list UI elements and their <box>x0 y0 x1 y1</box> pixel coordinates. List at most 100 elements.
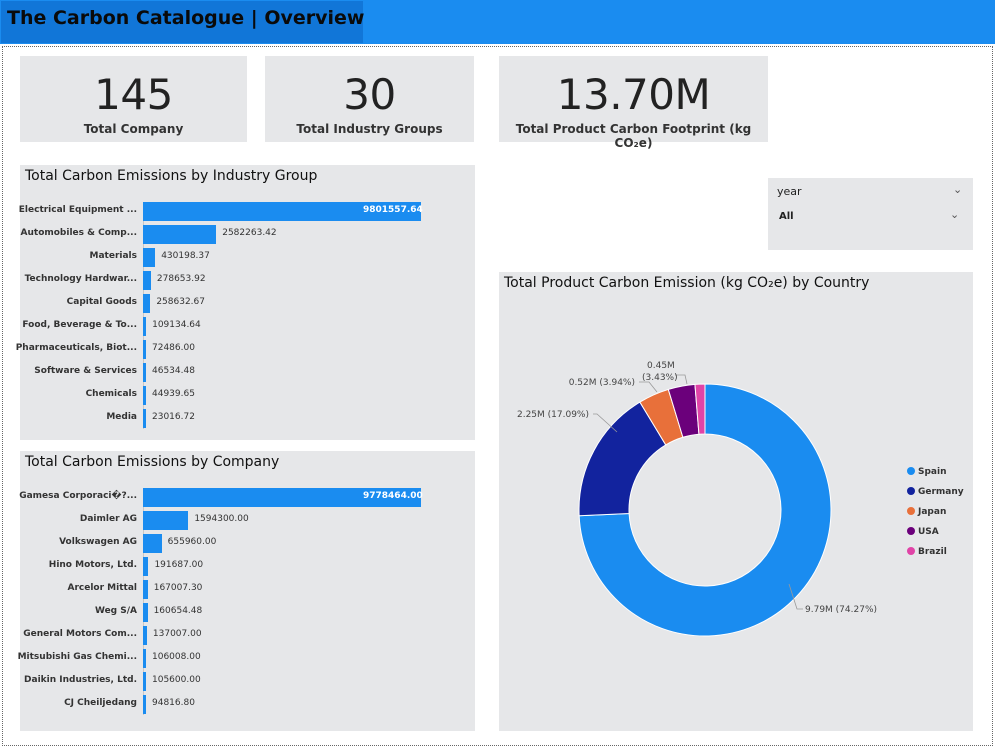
bar-row[interactable]: CJ Cheiljedang 94816.80 <box>20 695 475 715</box>
bar[interactable] <box>143 649 146 668</box>
bar-row[interactable]: Software & Services 46534.48 <box>20 363 475 383</box>
bar-row[interactable]: Automobiles & Comp... 2582263.42 <box>20 225 475 245</box>
bar-category-label: Daimler AG <box>79 514 137 524</box>
category-axis-line <box>143 202 144 429</box>
bar-row[interactable]: Capital Goods 258632.67 <box>20 294 475 314</box>
slice-data-label: 0.45M <box>647 361 675 371</box>
bar-category-label: Mitsubishi Gas Chemi... <box>17 652 137 662</box>
slice-data-label: (3.43%) <box>642 373 678 383</box>
report-canvas <box>2 46 993 746</box>
bar-row[interactable]: Daimler AG 1594300.00 <box>20 511 475 531</box>
slice-data-label: 2.25M (17.09%) <box>517 410 589 420</box>
bar-data-label: 167007.30 <box>153 583 203 593</box>
bar-row[interactable]: Food, Beverage & To... 109134.64 <box>20 317 475 337</box>
bar[interactable] <box>143 317 147 336</box>
bar-row[interactable]: Hino Motors, Ltd. 191687.00 <box>20 557 475 577</box>
kpi-card-total-company[interactable]: 145 Total Company <box>20 56 247 142</box>
bar[interactable] <box>143 534 162 553</box>
bar[interactable] <box>143 271 151 290</box>
leader-line <box>639 381 658 393</box>
bar-category-label: Materials <box>89 251 137 261</box>
bar-row[interactable]: Media 23016.72 <box>20 409 475 429</box>
bar[interactable] <box>143 386 146 405</box>
header-bar: The Carbon Catalogue | Overview <box>0 0 995 44</box>
bar[interactable] <box>143 511 189 530</box>
legend-label: Japan <box>918 507 947 517</box>
bar[interactable] <box>143 409 146 428</box>
bar-data-label: 9801557.64 <box>363 205 423 215</box>
country-donut-chart[interactable]: Total Product Carbon Emission (kg CO₂e) … <box>499 272 973 731</box>
bar-category-label: Capital Goods <box>66 297 137 307</box>
bar-data-label: 430198.37 <box>161 251 210 261</box>
slicer-title: year <box>777 185 802 198</box>
chart-title: Total Carbon Emissions by Industry Group <box>25 168 318 184</box>
bar-category-label: Technology Hardwar... <box>24 274 137 284</box>
bar[interactable] <box>143 225 217 244</box>
bar-data-label: 655960.00 <box>167 537 217 547</box>
bar-category-label: Media <box>106 412 137 422</box>
legend-label: Brazil <box>918 547 947 557</box>
legend-item-brazil[interactable]: Brazil <box>907 547 947 557</box>
bar-data-label: 44939.65 <box>152 389 195 399</box>
bar-row[interactable]: Weg S/A 160654.48 <box>20 603 475 623</box>
collapse-chevron-icon[interactable]: ⌄ <box>953 183 963 196</box>
bar-row[interactable]: Volkswagen AG 655960.00 <box>20 534 475 554</box>
bar-data-label: 160654.48 <box>153 606 203 616</box>
donut-slice-brazil[interactable] <box>694 383 706 435</box>
bar[interactable] <box>143 488 421 507</box>
legend-marker <box>907 547 915 555</box>
bar-row[interactable]: Arcelor Mittal 167007.30 <box>20 580 475 600</box>
bar[interactable] <box>143 557 149 576</box>
bar-row[interactable]: Electrical Equipment ... 9801557.64 <box>19 202 475 222</box>
kpi-label: Total Company <box>83 122 184 136</box>
bar[interactable] <box>143 580 148 599</box>
bar-row[interactable]: Mitsubishi Gas Chemi... 106008.00 <box>17 649 475 669</box>
industry-group-bar-chart[interactable]: Total Carbon Emissions by Industry Group… <box>16 165 475 440</box>
legend-marker <box>907 467 915 475</box>
bar-row[interactable]: Technology Hardwar... 278653.92 <box>20 271 475 291</box>
bar-category-label: Food, Beverage & To... <box>22 320 137 330</box>
bar[interactable] <box>143 603 148 622</box>
bar[interactable] <box>143 672 146 691</box>
legend-item-spain[interactable]: Spain <box>907 467 947 477</box>
bar-data-label: 106008.00 <box>152 652 201 662</box>
bar-row[interactable]: Gamesa Corporaci�?... 9778464.00 <box>19 488 475 508</box>
bar-data-label: 72486.00 <box>152 343 195 353</box>
legend-label: USA <box>918 527 939 537</box>
bar[interactable] <box>143 695 146 714</box>
bar-category-label: Chemicals <box>85 389 137 399</box>
company-bar-chart[interactable]: Total Carbon Emissions by Company Gamesa… <box>17 451 475 731</box>
bar-row[interactable]: General Motors Com... 137007.00 <box>20 626 475 646</box>
bar-row[interactable]: Daikin Industries, Ltd. 105600.00 <box>20 672 475 692</box>
leader-line <box>788 583 803 610</box>
bar-category-label: Volkswagen AG <box>59 537 137 547</box>
bar[interactable] <box>143 248 156 267</box>
leader-line <box>593 413 618 433</box>
bar-category-label: Weg S/A <box>94 606 137 616</box>
bar-data-label: 46534.48 <box>152 366 195 376</box>
donut-slice-spain[interactable] <box>578 383 832 637</box>
bar-category-label: CJ Cheiljedang <box>64 698 137 708</box>
bar-row[interactable]: Chemicals 44939.65 <box>20 386 475 406</box>
slicer-selected-value[interactable]: All <box>779 211 794 222</box>
bar-category-label: Arcelor Mittal <box>67 583 138 593</box>
bar-row[interactable]: Pharmaceuticals, Biot... 72486.00 <box>16 340 475 360</box>
bar-category-label: Hino Motors, Ltd. <box>48 560 137 570</box>
bar[interactable] <box>143 626 147 645</box>
bar-data-label: 109134.64 <box>152 320 201 330</box>
legend-marker <box>907 487 915 495</box>
legend-item-japan[interactable]: Japan <box>907 507 946 517</box>
bar-row[interactable]: Materials 430198.37 <box>20 248 475 268</box>
kpi-card-total-footprint[interactable]: 13.70M Total Product Carbon Footprint (k… <box>499 56 768 150</box>
bar[interactable] <box>143 294 151 313</box>
slice-data-label: 0.52M (3.94%) <box>569 378 635 388</box>
bar[interactable] <box>143 363 146 382</box>
year-slicer[interactable]: year ⌄ All ⌄ <box>768 178 973 250</box>
kpi-card-total-industry-groups[interactable]: 30 Total Industry Groups <box>265 56 474 142</box>
dropdown-chevron-icon[interactable]: ⌄ <box>950 208 960 221</box>
bar[interactable] <box>143 202 421 221</box>
bar[interactable] <box>143 340 146 359</box>
leader-line <box>675 374 688 385</box>
legend-item-usa[interactable]: USA <box>907 527 939 537</box>
legend-item-germany[interactable]: Germany <box>907 487 964 497</box>
